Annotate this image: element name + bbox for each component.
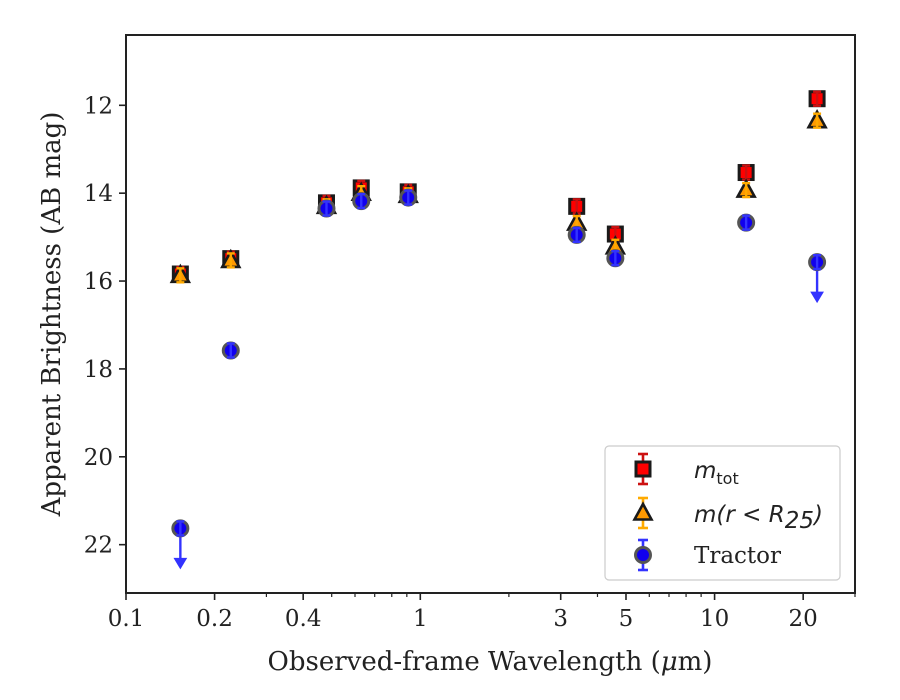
- x-tick-label: 0.4: [285, 606, 322, 632]
- x-tick-label: 0.1: [108, 606, 145, 632]
- legend-label-tractor: Tractor: [694, 543, 781, 569]
- data-layer: [169, 90, 828, 570]
- upper-limit-arrowhead: [173, 557, 188, 570]
- legend-label-mr25: m(r < R25): [694, 502, 823, 534]
- x-tick-label: 0.2: [196, 606, 233, 632]
- ticks-layer: 0.1 0.2 0.4 1 3 5 10 20 12 14 16 18 20 22: [84, 93, 856, 632]
- upper-limit-arrowhead: [810, 291, 824, 304]
- y-axis-label: Apparent Brightness (AB mag): [37, 112, 67, 518]
- series-tractor: [171, 188, 827, 570]
- x-tick-label: 20: [789, 606, 818, 632]
- legend-symbols: [632, 452, 654, 572]
- x-tick-label: 1: [413, 606, 428, 632]
- x-tick-label: 10: [700, 606, 729, 632]
- series-mr25: [169, 108, 828, 284]
- legend-marker-mr25: [632, 501, 654, 521]
- series-mtot: [171, 90, 826, 283]
- x-tick-label: 3: [553, 606, 568, 632]
- x-tick-label: 5: [619, 606, 634, 632]
- legend: mtot m(r < R25) Tractor: [604, 445, 841, 581]
- y-tick-label: 12: [84, 93, 113, 119]
- plot-frame: [125, 34, 856, 594]
- legend-label-mtot: mtot: [694, 458, 739, 488]
- legend-marker-tractor: [634, 546, 652, 564]
- y-tick-label: 16: [84, 269, 113, 295]
- y-tick-label: 22: [84, 533, 113, 559]
- legend-marker-mtot: [634, 460, 652, 478]
- x-axis-label: Observed-frame Wavelength (μm): [268, 647, 713, 677]
- y-tick-label: 18: [84, 357, 113, 383]
- y-tick-label: 20: [84, 445, 113, 471]
- legend-box: [604, 445, 841, 581]
- y-tick-label: 14: [84, 181, 113, 207]
